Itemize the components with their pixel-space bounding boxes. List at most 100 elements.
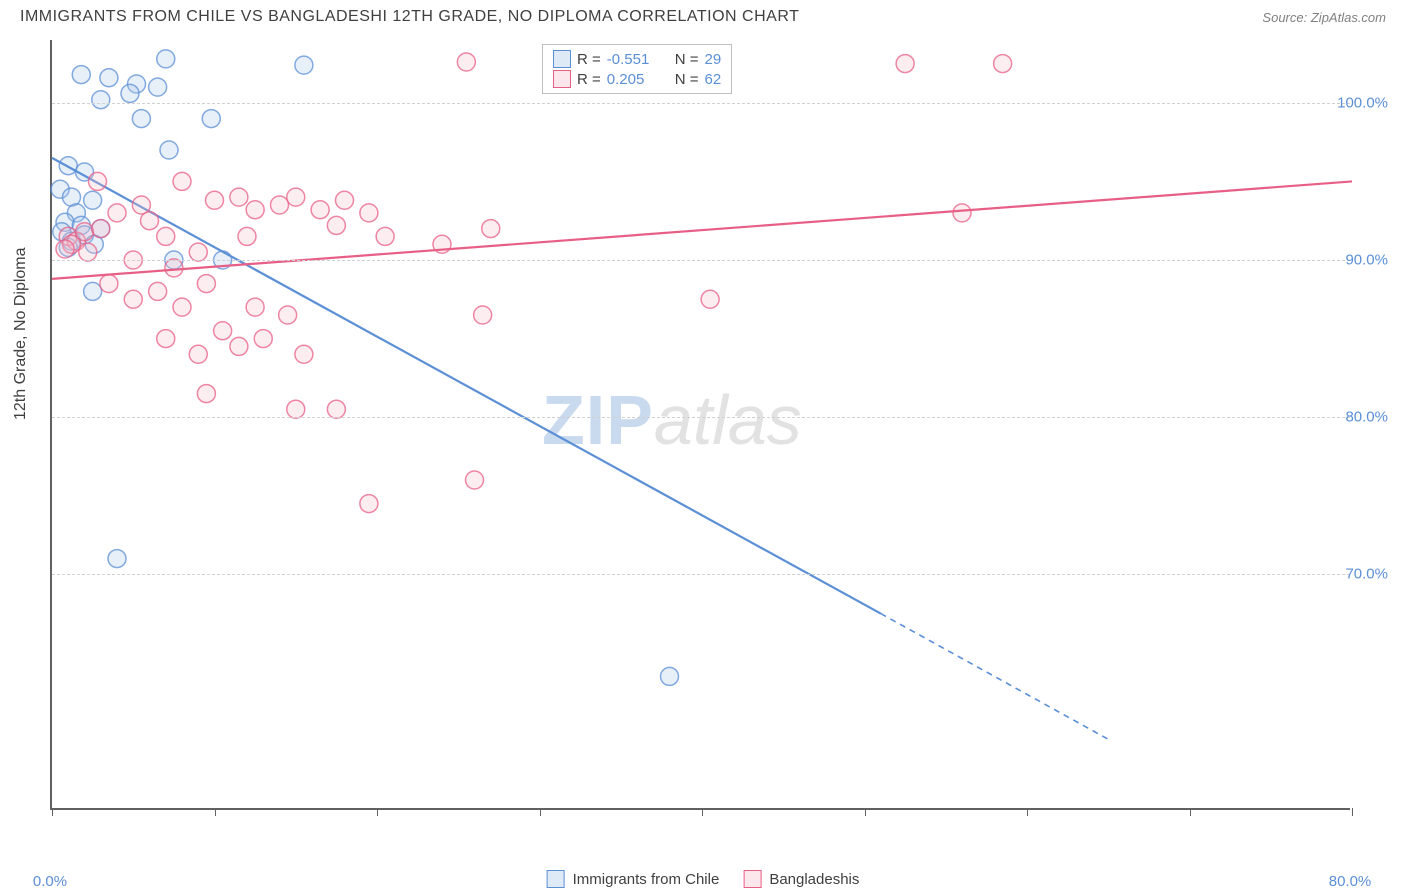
data-point: [254, 330, 272, 348]
data-point: [896, 55, 914, 73]
source-label: Source:: [1262, 10, 1307, 25]
source-attribution: Source: ZipAtlas.com: [1262, 10, 1386, 25]
data-point: [79, 243, 97, 261]
x-tick: [1190, 808, 1191, 816]
legend-swatch: [553, 70, 571, 88]
data-point: [661, 667, 679, 685]
x-tick-label: 0.0%: [33, 873, 67, 890]
series-legend-item: Immigrants from Chile: [547, 870, 720, 888]
data-point: [100, 275, 118, 293]
data-point: [100, 69, 118, 87]
chart-plot-area: ZIPatlas R =-0.551N =29R =0.205N =62: [50, 40, 1350, 810]
data-point: [92, 91, 110, 109]
data-point: [206, 191, 224, 209]
data-point: [84, 282, 102, 300]
data-point: [157, 50, 175, 68]
r-label: R =: [577, 71, 601, 88]
series-name: Bangladeshis: [769, 871, 859, 888]
data-point: [214, 322, 232, 340]
r-value: -0.551: [607, 51, 663, 68]
data-point: [56, 240, 74, 258]
data-point: [197, 275, 215, 293]
stats-legend: R = -0.551 N = 29 R = 0.205 N = 62: [542, 44, 732, 94]
x-tick-label: 80.0%: [1329, 873, 1372, 890]
n-label: N =: [675, 71, 699, 88]
data-point: [327, 216, 345, 234]
data-point: [701, 290, 719, 308]
data-point: [246, 201, 264, 219]
data-point: [157, 330, 175, 348]
data-point: [189, 243, 207, 261]
data-point: [197, 385, 215, 403]
data-point: [173, 298, 191, 316]
data-point: [108, 204, 126, 222]
x-tick: [540, 808, 541, 816]
gridline: [52, 417, 1350, 418]
series-legend-item: Bangladeshis: [743, 870, 859, 888]
data-point: [360, 495, 378, 513]
n-label: N =: [675, 51, 699, 68]
data-point: [953, 204, 971, 222]
data-point: [202, 110, 220, 128]
data-point: [189, 345, 207, 363]
data-point: [246, 298, 264, 316]
data-point: [165, 259, 183, 277]
x-tick: [865, 808, 866, 816]
data-point: [108, 550, 126, 568]
legend-swatch: [743, 870, 761, 888]
data-point: [994, 55, 1012, 73]
data-point: [327, 400, 345, 418]
data-point: [482, 220, 500, 238]
data-point: [271, 196, 289, 214]
legend-swatch: [547, 870, 565, 888]
data-point: [360, 204, 378, 222]
r-label: R =: [577, 51, 601, 68]
r-value: 0.205: [607, 71, 663, 88]
trend-line-dashed: [881, 614, 1109, 740]
data-point: [149, 78, 167, 96]
data-point: [466, 471, 484, 489]
data-point: [474, 306, 492, 324]
data-point: [124, 290, 142, 308]
data-point: [92, 220, 110, 238]
y-axis-label: 12th Grade, No Diploma: [12, 247, 30, 420]
x-tick: [215, 808, 216, 816]
gridline: [52, 103, 1350, 104]
data-point: [132, 110, 150, 128]
data-point: [336, 191, 354, 209]
data-point: [238, 227, 256, 245]
data-point: [160, 141, 178, 159]
scatter-svg: [52, 40, 1350, 808]
data-point: [157, 227, 175, 245]
data-point: [141, 212, 159, 230]
x-tick: [1027, 808, 1028, 816]
data-point: [279, 306, 297, 324]
data-point: [72, 66, 90, 84]
data-point: [311, 201, 329, 219]
data-point: [121, 84, 139, 102]
data-point: [295, 345, 313, 363]
gridline: [52, 260, 1350, 261]
x-tick: [1352, 808, 1353, 816]
data-point: [295, 56, 313, 74]
y-tick-label: 90.0%: [1345, 252, 1388, 269]
stats-legend-row: R = -0.551 N = 29: [553, 49, 721, 69]
x-tick: [52, 808, 53, 816]
data-point: [287, 400, 305, 418]
data-point: [89, 172, 107, 190]
n-value: 62: [705, 71, 722, 88]
y-tick-label: 80.0%: [1345, 409, 1388, 426]
data-point: [287, 188, 305, 206]
gridline: [52, 574, 1350, 575]
y-tick-label: 70.0%: [1345, 566, 1388, 583]
data-point: [84, 191, 102, 209]
y-tick-label: 100.0%: [1337, 94, 1388, 111]
data-point: [457, 53, 475, 71]
legend-swatch: [553, 50, 571, 68]
chart-title: IMMIGRANTS FROM CHILE VS BANGLADESHI 12T…: [20, 8, 799, 26]
data-point: [376, 227, 394, 245]
n-value: 29: [705, 51, 722, 68]
series-legend: Immigrants from Chile Bangladeshis: [547, 870, 860, 888]
data-point: [230, 188, 248, 206]
x-tick: [377, 808, 378, 816]
